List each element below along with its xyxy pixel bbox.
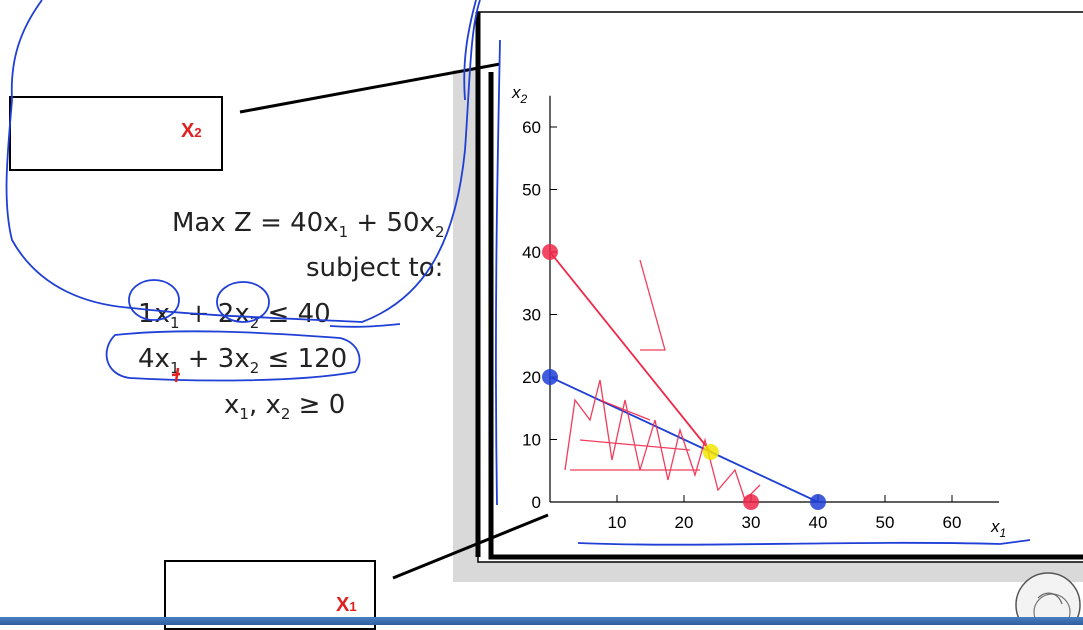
- y-tick-label: 20: [522, 368, 541, 387]
- y-tick-label: 30: [522, 306, 541, 325]
- nonneg-x1: x: [224, 390, 240, 420]
- objective-mid: + 50x: [348, 208, 435, 238]
- marked-point-blue: [542, 369, 558, 385]
- pen-underline-constraint1: [329, 323, 401, 328]
- y-axis-label-sub: 2: [520, 92, 528, 106]
- chart-frame: [477, 11, 1083, 563]
- c1-sub2: 2: [249, 314, 260, 333]
- c2-sub1: 1: [169, 359, 180, 378]
- subject-to-label: subject to:: [306, 253, 443, 283]
- x2-label-box: X2: [9, 96, 223, 171]
- marked-point-red: [542, 244, 558, 260]
- nonnegativity: x1, x2 ≥ 0: [224, 390, 345, 423]
- x2-subscript: 2: [194, 125, 202, 140]
- pen-right-curve: [463, 0, 477, 101]
- nonneg-x2: , x: [248, 390, 281, 420]
- constraint-2: 4x1 + 3x2 ≤ 120: [138, 344, 347, 377]
- marked-point-red: [743, 494, 759, 510]
- x1-box-text: X1: [336, 594, 357, 617]
- objective-sub1: 1: [338, 223, 349, 242]
- x1-letter: X: [336, 594, 350, 616]
- x-tick-label: 50: [876, 513, 895, 532]
- nonneg-rhs: ≥ 0: [290, 390, 346, 420]
- c2-term-a: 4x: [138, 344, 170, 374]
- pen-x-axis-underline: [577, 539, 1031, 546]
- nonneg-sub2: 2: [280, 405, 291, 424]
- objective-sub2: 2: [434, 223, 445, 242]
- marked-point-yellow: [702, 444, 719, 460]
- pen-circle-x2: [216, 281, 270, 323]
- marked-point-blue: [810, 494, 826, 510]
- x-tick-label: 20: [675, 513, 694, 532]
- x1-subscript: 1: [349, 599, 357, 614]
- c1-sub1: 1: [169, 314, 180, 333]
- x1-connector-line: [392, 513, 549, 580]
- x-tick-label: 30: [742, 513, 761, 532]
- x-tick-label: 60: [943, 513, 962, 532]
- y-tick-label: 0: [532, 493, 541, 512]
- objective-prefix: Max Z = 40x: [172, 208, 339, 238]
- y-tick-label: 40: [522, 243, 541, 262]
- pen-y-axis-stroke: [495, 39, 501, 506]
- c2-sub2: 2: [249, 359, 260, 378]
- pen-oval-constraint2: [105, 330, 361, 382]
- x2-letter: X: [181, 120, 195, 142]
- x2-box-text: X2: [181, 120, 202, 143]
- frame-bracket: [488, 72, 1083, 560]
- pen-circle-x1: [128, 279, 180, 321]
- c1-term-a: 1x: [138, 299, 170, 329]
- c2-term-b: + 3x: [179, 344, 250, 374]
- y-tick-label: 60: [522, 118, 541, 137]
- feasible-region-scribble: [564, 259, 761, 502]
- x-tick-label: 40: [809, 513, 828, 532]
- series-line-2: [549, 251, 712, 453]
- c2-rhs: ≤ 120: [259, 344, 348, 374]
- c1-rhs: ≤ 40: [259, 299, 331, 329]
- university-logo: [1015, 572, 1081, 625]
- x2-connector-line: [239, 62, 501, 114]
- objective-function: Max Z = 40x1 + 50x2: [172, 208, 445, 241]
- subject-to-text: subject to:: [306, 253, 444, 283]
- y-tick-label: 50: [522, 181, 541, 200]
- nonneg-sub1: 1: [239, 405, 249, 424]
- y-tick-label: 10: [522, 431, 541, 450]
- x-tick-label: 10: [608, 513, 627, 532]
- pen-big-loop: [5, 0, 481, 323]
- x-axis-label-sub: 1: [1000, 526, 1007, 540]
- hatch-scribble: [564, 259, 761, 502]
- pen-mark-red: [171, 367, 181, 383]
- footer-bar: [0, 617, 1083, 625]
- chart-points: [542, 244, 826, 510]
